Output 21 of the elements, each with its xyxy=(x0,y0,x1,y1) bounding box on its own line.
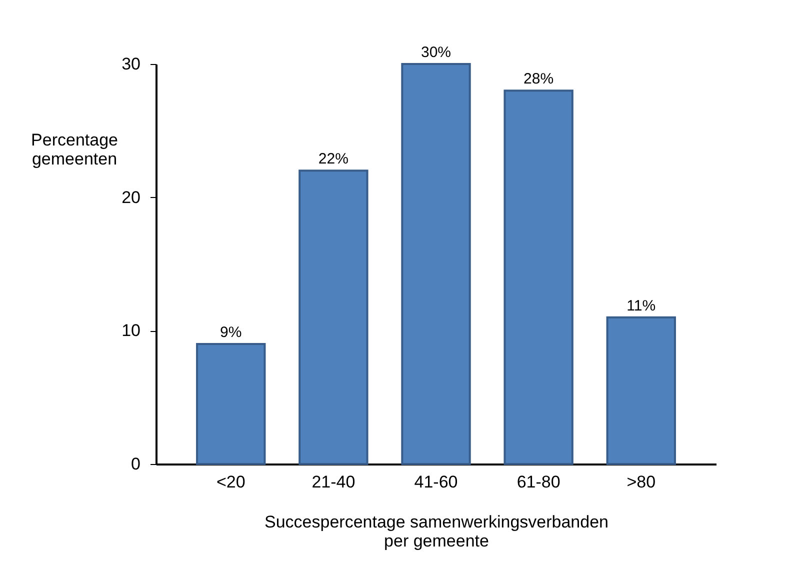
data-label: 22% xyxy=(318,150,348,168)
y-tick-label: 20 xyxy=(122,188,140,207)
data-label: 9% xyxy=(220,324,242,341)
x-tick-label: >80 xyxy=(626,472,656,492)
bar xyxy=(504,90,574,465)
bar xyxy=(401,63,471,465)
data-label: 28% xyxy=(524,70,554,88)
x-tick-label: 21-40 xyxy=(312,472,356,492)
y-axis-title: Percentage gemeenten xyxy=(31,130,118,168)
y-tick-label: 10 xyxy=(122,321,140,340)
bar xyxy=(196,343,266,465)
bar xyxy=(298,170,368,465)
x-tick-label: 61-80 xyxy=(516,472,560,492)
x-axis-title: Succespercentage samenwerkingsverbanden per gemeente xyxy=(264,512,608,550)
data-label: 11% xyxy=(626,297,656,314)
y-tick-label: 0 xyxy=(131,454,140,474)
x-tick-label: 41-60 xyxy=(414,472,458,492)
data-label: 30% xyxy=(420,44,452,61)
y-tick-label: 30 xyxy=(122,54,140,74)
bar xyxy=(606,316,676,465)
x-tick-label: <20 xyxy=(216,472,246,492)
